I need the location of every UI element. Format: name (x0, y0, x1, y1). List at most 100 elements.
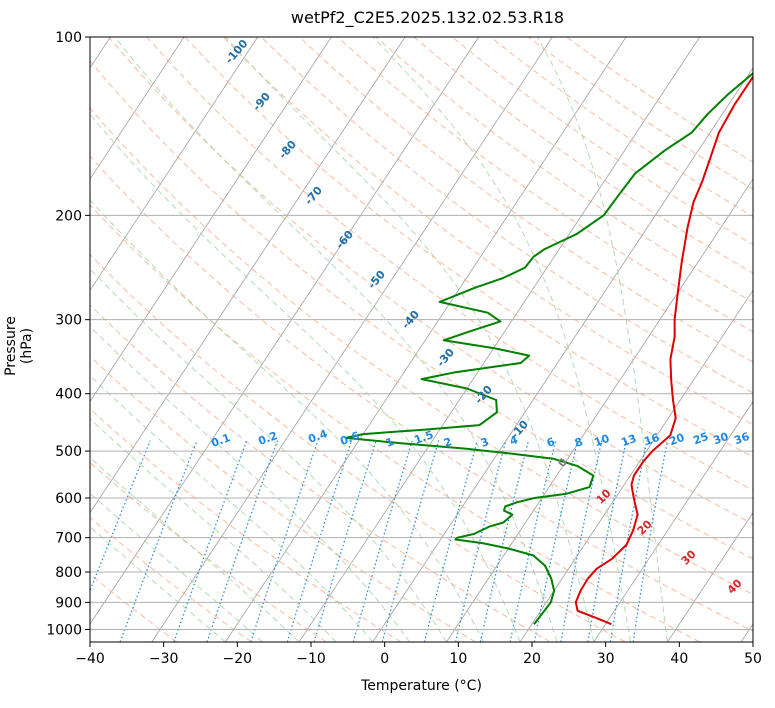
mixing-ratio-label: 0.2 (256, 429, 279, 448)
mixing-ratio-label: 0.6 (338, 429, 361, 448)
y-tick-label: 700 (55, 531, 82, 547)
x-axis-label: Temperature (°C) (361, 678, 482, 694)
isotherm-line (225, 37, 627, 642)
mixing-ratio-label: 3 (479, 435, 491, 450)
dry-adiabat-line (90, 408, 402, 642)
moist-adiabat-line (225, 37, 595, 642)
moist-adiabat-line (90, 113, 521, 642)
isotherm-line (90, 37, 185, 180)
isotherm-line (372, 67, 753, 642)
x-tick-label: −40 (75, 651, 105, 667)
dry-adiabat-line (222, 37, 753, 426)
moist-adiabat-line (90, 526, 226, 642)
axis-ticks: −40 −30 −20 −10 0 10 20 30 40 50 1000 900 800 700 600 5… (46, 30, 762, 667)
x-tick-label: 50 (744, 651, 762, 667)
isotherm-label: -50 (365, 268, 388, 292)
isotherm-line (298, 37, 701, 642)
moist-adiabat-line (536, 37, 668, 642)
moist-adiabat-line (90, 325, 411, 642)
dry-adiabat-line (90, 355, 476, 642)
moist-adiabat-line (90, 374, 374, 642)
isotherm-label: 10 (594, 486, 614, 506)
y-tick-label: 300 (55, 313, 82, 329)
mixing-ratio-label: 36 (732, 430, 751, 448)
dry-adiabat-line (108, 37, 753, 525)
y-tick-label: 800 (55, 565, 82, 581)
isotherm-label: -80 (276, 138, 299, 162)
mixing-ratio-line (173, 440, 248, 642)
pressure-gridlines (90, 37, 753, 630)
mixing-ratio-label: 25 (691, 430, 710, 447)
dry-adiabat-line (90, 60, 753, 560)
mixing-ratio-label: 2 (442, 435, 454, 450)
mixing-ratio-line (587, 440, 627, 642)
mixing-ratio-line (206, 440, 279, 642)
mixing-ratio-line (479, 440, 530, 642)
isotherm-label: -60 (333, 228, 356, 252)
isotherm-line (90, 37, 406, 514)
mixing-ratio-line (609, 440, 648, 642)
y-tick-label: 1000 (46, 622, 82, 638)
mixing-ratio-label: 16 (642, 431, 661, 449)
isotherm-label: -40 (399, 308, 422, 332)
moist-adiabat-line (90, 492, 263, 642)
mixing-ratio-label: 20 (667, 431, 686, 449)
plot-frame (89, 36, 754, 643)
mixing-ratio-label: 13 (619, 432, 638, 449)
moist-adiabat-line (372, 37, 632, 642)
mixing-ratio-label: 8 (573, 435, 585, 450)
line-labels: -100-90-80-70-60-50-40-30-20-100.1 0.2 0.4… (209, 37, 751, 597)
y-tick-label: 900 (55, 595, 82, 611)
mixing-ratio-label: 6 (545, 435, 557, 450)
mixing-ratio-line (352, 440, 413, 642)
mixing-ratio-label: 4 (508, 433, 520, 448)
moist-adiabat-line (114, 37, 558, 642)
dry-adiabat-line (375, 37, 753, 303)
moist-adiabat-line (90, 456, 300, 642)
isotherm-label: 20 (635, 517, 655, 537)
isotherm-line (90, 37, 259, 292)
isotherm-label: 40 (725, 576, 745, 596)
isotherm-line (740, 623, 753, 642)
isotherm-line (90, 37, 480, 625)
profile-series (344, 71, 753, 626)
mixing-ratio-line (313, 440, 377, 642)
dry-adiabat-line (90, 573, 178, 642)
isotherm-line (151, 37, 553, 642)
mixing-ratio-label: 10 (592, 432, 611, 450)
moist-adiabat-line (90, 198, 484, 642)
x-tick-label: 0 (380, 651, 389, 667)
mixing-ratio-label: 1 (384, 435, 396, 450)
mixing-ratio-line (455, 440, 507, 642)
mixing-ratio-label: 0.1 (209, 431, 232, 450)
dry-adiabat-line (337, 37, 753, 333)
mixing-ratio-line (250, 440, 319, 642)
y-tick-label: 500 (55, 444, 82, 460)
y-tick-label: 400 (55, 387, 82, 403)
mixing-ratio-line (560, 440, 603, 642)
chart-title: wetPf2_C2E5.2025.132.02.53.R18 (290, 8, 565, 27)
x-tick-label: 40 (670, 651, 688, 667)
isotherm-line (90, 37, 111, 69)
x-tick-label: 20 (523, 651, 541, 667)
mixing-ratio-line (381, 440, 440, 642)
mixing-ratio-line (509, 440, 557, 642)
dry-adiabat-line (146, 37, 753, 491)
x-tick-label: 10 (449, 651, 467, 667)
x-tick-label: −20 (223, 651, 253, 667)
dry-adiabat-line (528, 37, 753, 190)
y-tick-label: 100 (55, 30, 82, 46)
mixing-ratio-line (632, 440, 668, 642)
mixing-ratio-label: 1.5 (412, 428, 435, 447)
dry-adiabat-line (90, 155, 753, 632)
isotherm-label: -90 (250, 90, 273, 114)
moist-adiabat-line (90, 268, 447, 642)
dry-adiabat-line (90, 461, 327, 642)
background-lines (0, 37, 753, 642)
isotherm-line (0, 37, 37, 642)
dry-adiabat-line (489, 37, 753, 218)
dewpoint-profile-line (344, 71, 753, 625)
y-tick-label: 200 (55, 208, 82, 224)
dry-adiabat-line (90, 204, 701, 642)
